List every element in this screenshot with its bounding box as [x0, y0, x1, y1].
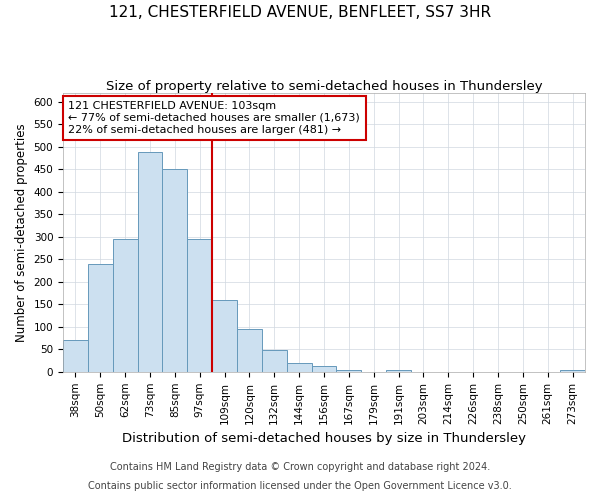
- Bar: [88, 264, 113, 372]
- Y-axis label: Number of semi-detached properties: Number of semi-detached properties: [15, 123, 28, 342]
- Text: Contains public sector information licensed under the Open Government Licence v3: Contains public sector information licen…: [88, 481, 512, 491]
- Text: Contains HM Land Registry data © Crown copyright and database right 2024.: Contains HM Land Registry data © Crown c…: [110, 462, 490, 472]
- Bar: [212, 300, 237, 372]
- Bar: [63, 340, 88, 372]
- Bar: [187, 239, 212, 372]
- Bar: [560, 370, 585, 372]
- X-axis label: Distribution of semi-detached houses by size in Thundersley: Distribution of semi-detached houses by …: [122, 432, 526, 445]
- Text: 121, CHESTERFIELD AVENUE, BENFLEET, SS7 3HR: 121, CHESTERFIELD AVENUE, BENFLEET, SS7 …: [109, 5, 491, 20]
- Bar: [163, 170, 187, 372]
- Bar: [311, 366, 337, 372]
- Bar: [287, 363, 311, 372]
- Title: Size of property relative to semi-detached houses in Thundersley: Size of property relative to semi-detach…: [106, 80, 542, 93]
- Bar: [113, 239, 137, 372]
- Bar: [386, 370, 411, 372]
- Bar: [337, 370, 361, 372]
- Text: 121 CHESTERFIELD AVENUE: 103sqm
← 77% of semi-detached houses are smaller (1,673: 121 CHESTERFIELD AVENUE: 103sqm ← 77% of…: [68, 102, 360, 134]
- Bar: [262, 350, 287, 372]
- Bar: [237, 329, 262, 372]
- Bar: [137, 152, 163, 372]
